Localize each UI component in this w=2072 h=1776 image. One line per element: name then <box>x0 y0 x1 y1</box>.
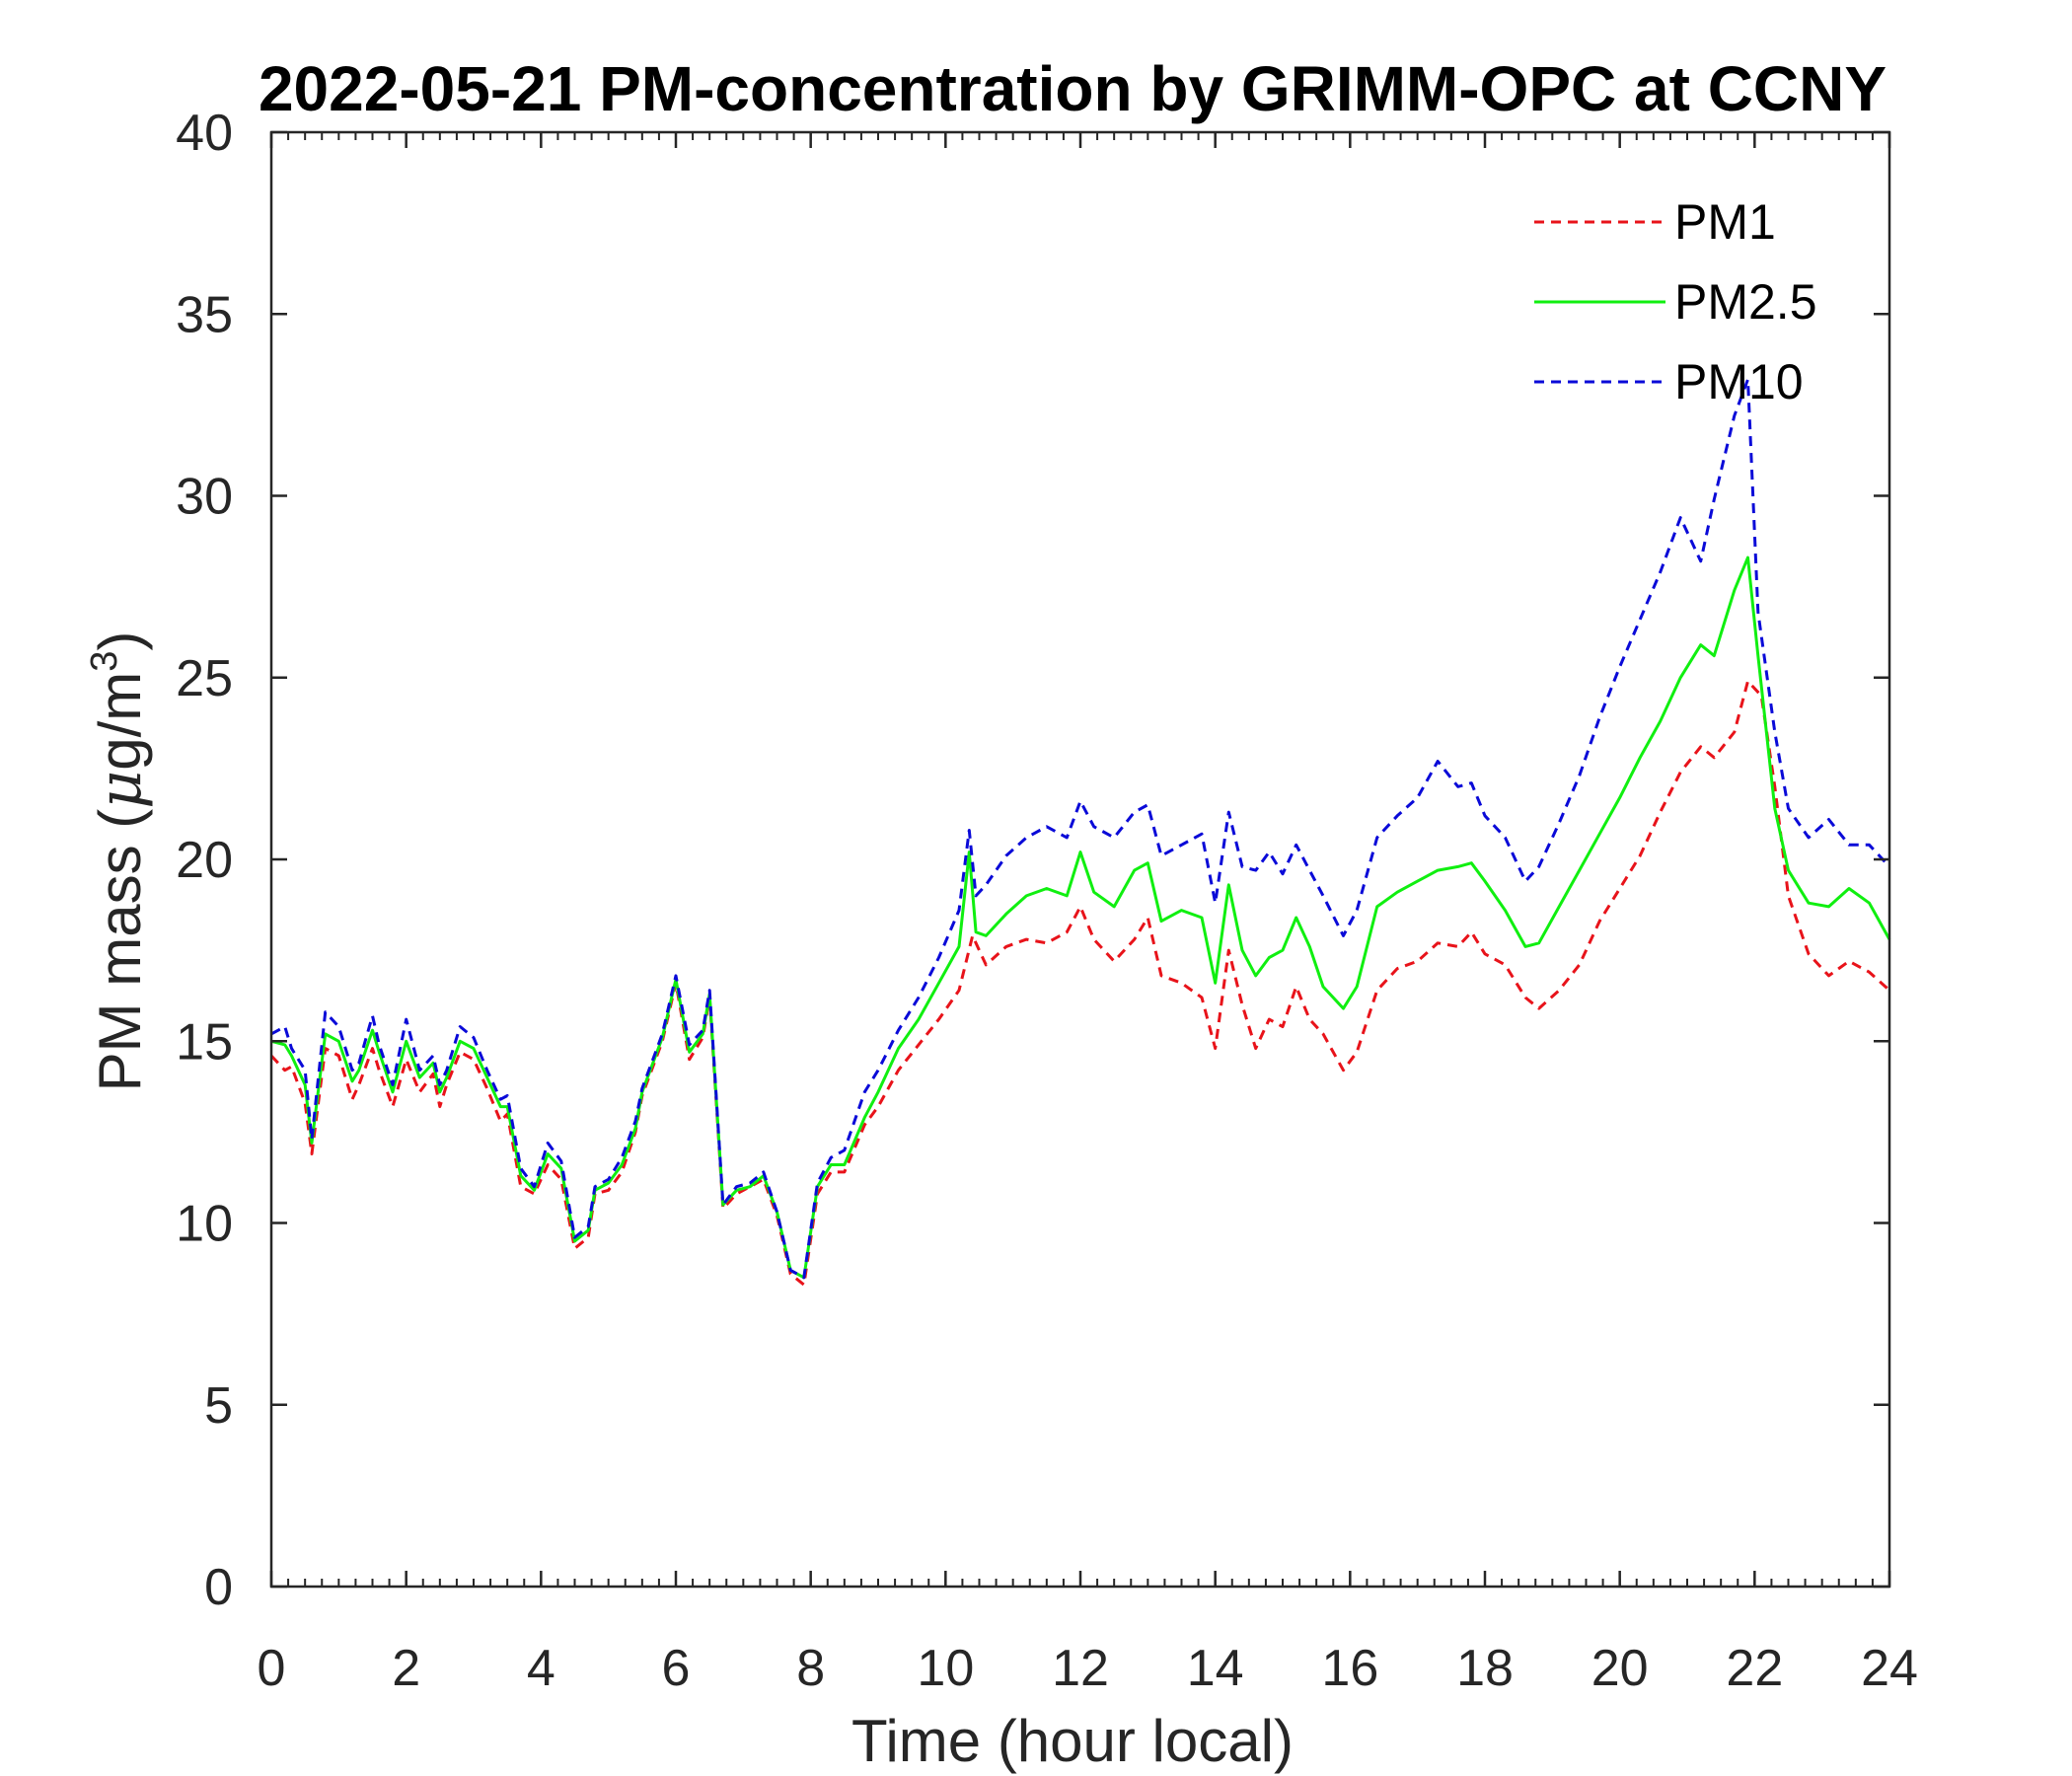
series-line-pm10 <box>270 378 1891 1280</box>
series-line-pm2-5 <box>270 555 1891 1280</box>
y-tick-label: 10 <box>176 1196 233 1253</box>
y-axis-label: PM mass (μg/m3) <box>84 631 155 1092</box>
x-tick-label: 14 <box>1187 1640 1244 1697</box>
y-axis-label-mu: μ <box>86 771 155 809</box>
x-axis-label: Time (hour local) <box>851 1708 1294 1774</box>
x-tick-label: 22 <box>1726 1640 1783 1697</box>
legend: PM1 PM2.5 PM10 <box>1534 194 1817 409</box>
x-tick-label: 10 <box>917 1640 974 1697</box>
y-axis-label-prefix: PM mass ( <box>87 809 153 1092</box>
y-tick-label: 30 <box>176 469 233 526</box>
y-axis-label-suffix: ) <box>87 631 153 651</box>
y-tick-label: 40 <box>176 105 233 162</box>
x-tick-label: 4 <box>527 1640 555 1697</box>
x-tick-label: 24 <box>1861 1640 1918 1697</box>
x-tick-label: 12 <box>1052 1640 1109 1697</box>
x-tick-label: 2 <box>392 1640 420 1697</box>
y-tick-label: 0 <box>204 1559 233 1616</box>
y-tick-label: 35 <box>176 286 233 343</box>
y-tick-label: 5 <box>204 1377 233 1435</box>
legend-label: PM2.5 <box>1674 274 1817 330</box>
axes-layer <box>269 130 1891 1589</box>
y-tick-label: 25 <box>176 650 233 707</box>
x-tick-label: 18 <box>1456 1640 1514 1697</box>
legend-label: PM10 <box>1674 354 1804 409</box>
x-tick-label: 6 <box>662 1640 691 1697</box>
y-tick-label: 20 <box>176 832 233 889</box>
plot-frame <box>269 130 1891 1589</box>
chart-title: 2022-05-21 PM-concentration by GRIMM-OPC… <box>259 53 1887 124</box>
series-layer <box>269 378 1891 1287</box>
series-line-pm1 <box>269 679 1891 1287</box>
x-tick-labels: 0 2 4 6 8 10 12 14 16 18 20 22 24 <box>258 1640 1918 1697</box>
y-tick-label: 15 <box>176 1013 233 1071</box>
y-axis-label-unit: g/m <box>87 672 153 771</box>
x-tick-label: 8 <box>796 1640 825 1697</box>
x-tick-label: 20 <box>1591 1640 1649 1697</box>
y-tick-labels: 0 5 10 15 20 25 30 35 40 <box>176 105 233 1616</box>
y-axis-label-superscript: 3 <box>84 651 125 672</box>
x-tick-label: 16 <box>1321 1640 1378 1697</box>
x-tick-label: 0 <box>258 1640 286 1697</box>
legend-label: PM1 <box>1674 194 1776 250</box>
